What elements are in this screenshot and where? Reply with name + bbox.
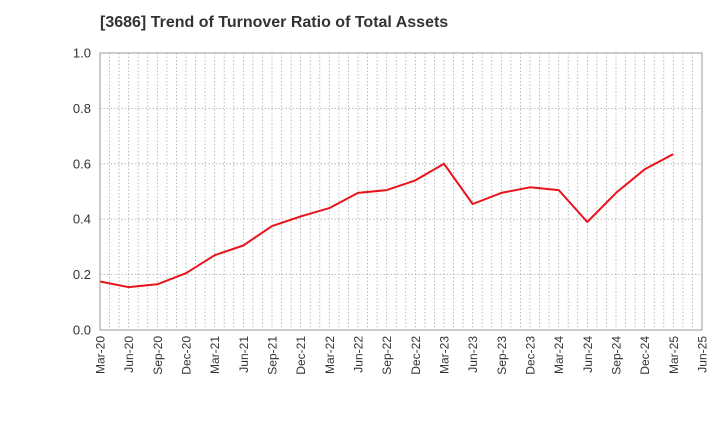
x-tick-label: Mar-20 (94, 336, 108, 374)
x-tick-label: Jun-24 (581, 336, 595, 373)
x-tick-label: Dec-24 (638, 336, 652, 375)
x-tick-label: Jun-21 (237, 336, 251, 373)
y-tick-label: 0.6 (73, 156, 91, 171)
x-tick-label: Jun-20 (122, 336, 136, 373)
x-tick-label: Mar-24 (552, 336, 566, 374)
x-tick-label: Sep-24 (610, 336, 624, 375)
x-tick-label: Dec-21 (294, 336, 308, 375)
x-tick-label: Sep-20 (151, 336, 165, 375)
y-tick-label: 0.8 (73, 101, 91, 116)
x-axis: Mar-20 Jun-20 Sep-20 Dec-20 Mar-21 Jun-21 Sep-… (94, 336, 710, 375)
y-axis: 0.0 0.2 0.4 0.6 0.8 1.0 (73, 46, 91, 338)
series-line (99, 153, 674, 289)
y-tick-label: 1.0 (73, 46, 91, 61)
y-tick-label: 0.2 (73, 267, 91, 282)
x-tick-label: Sep-21 (266, 336, 280, 375)
x-tick-label: Mar-25 (667, 336, 681, 374)
x-tick-label: Sep-23 (495, 336, 509, 375)
x-tick-label: Sep-22 (380, 336, 394, 375)
x-tick-label: Jun-25 (696, 336, 710, 373)
x-tick-label: Jun-23 (466, 336, 480, 373)
x-tick-label: Dec-22 (409, 336, 423, 375)
x-tick-label: Mar-21 (208, 336, 222, 374)
x-tick-label: Dec-20 (180, 336, 194, 375)
x-tick-label: Mar-22 (323, 336, 337, 374)
plot-frame (99, 52, 703, 331)
plot-area (100, 53, 702, 330)
x-tick-label: Mar-23 (438, 336, 452, 374)
y-tick-label: 0.0 (73, 323, 91, 338)
x-tick-label: Dec-23 (524, 336, 538, 375)
x-tick-label: Jun-22 (352, 336, 366, 373)
chart-title: [3686] Trend of Turnover Ratio of Total … (100, 14, 449, 31)
y-tick-label: 0.4 (73, 212, 91, 227)
